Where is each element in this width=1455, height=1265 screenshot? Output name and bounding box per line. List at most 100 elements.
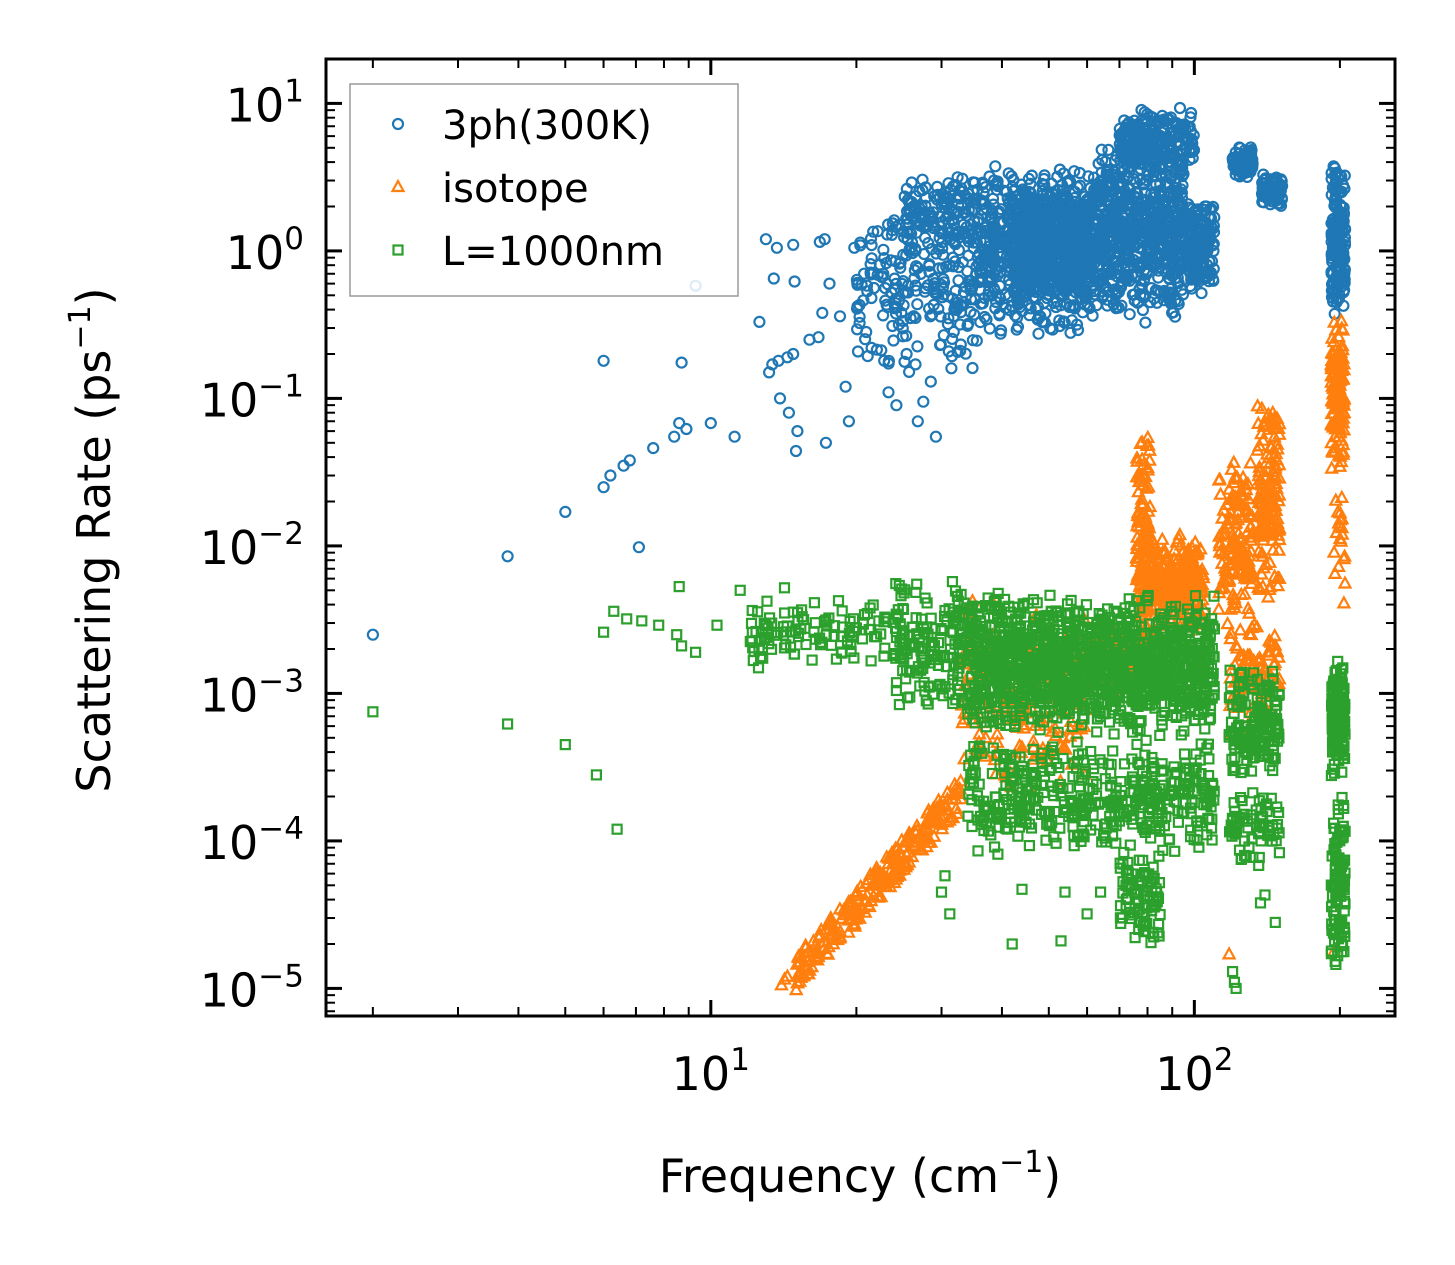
data-point <box>918 218 932 232</box>
data-point <box>597 481 610 494</box>
data-point <box>1063 300 1076 314</box>
data-point <box>851 276 864 289</box>
data-point <box>976 176 989 189</box>
data-point <box>896 330 910 343</box>
data-point <box>987 198 1000 211</box>
data-point <box>978 291 991 305</box>
data-point <box>901 286 915 299</box>
data-point <box>671 629 683 641</box>
data-point <box>927 280 941 293</box>
data-point <box>889 307 903 320</box>
data-point <box>1073 166 1086 180</box>
data-point <box>559 738 571 751</box>
data-point <box>933 231 946 245</box>
data-point <box>854 236 867 249</box>
data-point <box>766 358 779 371</box>
data-point <box>946 575 959 588</box>
data-point <box>1062 200 1075 213</box>
data-point <box>1029 285 1042 298</box>
data-point <box>921 279 935 292</box>
data-point <box>924 375 937 388</box>
data-point <box>791 425 804 438</box>
data-point <box>1094 267 1107 281</box>
data-point <box>997 298 1010 311</box>
data-point <box>989 177 1003 191</box>
data-point <box>973 272 987 285</box>
data-point <box>952 261 965 274</box>
data-point <box>1070 235 1083 248</box>
data-point <box>1002 167 1015 180</box>
data-point <box>823 277 836 290</box>
data-point <box>782 406 796 419</box>
data-point <box>1071 259 1084 272</box>
data-point <box>860 325 873 339</box>
data-point <box>1086 309 1099 322</box>
data-point <box>770 241 784 254</box>
data-point <box>909 311 922 324</box>
data-point <box>608 605 620 617</box>
data-point <box>911 340 924 353</box>
data-point <box>1226 454 1242 468</box>
data-point <box>647 442 660 455</box>
data-point <box>1008 284 1021 297</box>
data-point <box>367 706 379 718</box>
data-point <box>959 189 972 202</box>
data-point <box>728 430 741 443</box>
data-point <box>896 315 910 328</box>
data-point <box>877 267 890 280</box>
data-point <box>675 356 688 369</box>
data-point <box>611 823 623 835</box>
data-point <box>1139 316 1152 329</box>
data-point <box>1017 197 1031 210</box>
data-point <box>954 305 968 319</box>
data-point <box>653 619 665 631</box>
plot-area <box>366 101 1353 996</box>
data-point <box>871 268 884 281</box>
data-point <box>945 362 958 375</box>
data-point <box>1033 225 1046 238</box>
data-point <box>773 392 787 405</box>
data-point <box>905 241 918 254</box>
data-point <box>1102 143 1115 156</box>
data-point <box>1154 531 1170 545</box>
data-point <box>1226 965 1239 978</box>
data-point <box>1232 622 1248 636</box>
data-point <box>673 580 685 593</box>
data-point <box>865 239 878 252</box>
data-point <box>917 395 930 408</box>
data-point <box>1212 471 1228 485</box>
data-point <box>1195 287 1208 300</box>
data-point <box>1032 309 1046 323</box>
data-point <box>919 199 932 212</box>
data-point <box>1062 207 1076 220</box>
data-point <box>909 284 923 297</box>
data-point <box>914 208 927 222</box>
data-point <box>886 319 899 333</box>
data-point <box>864 232 878 245</box>
data-point <box>941 318 955 331</box>
data-point <box>1030 197 1044 210</box>
data-point <box>963 278 976 291</box>
data-point <box>1265 542 1281 556</box>
data-point <box>986 204 999 217</box>
data-point <box>1006 938 1018 950</box>
data-point <box>632 541 646 554</box>
data-point <box>1022 172 1036 185</box>
data-point <box>1021 225 1034 238</box>
data-point <box>882 386 895 399</box>
data-point <box>711 619 723 631</box>
data-point <box>1094 886 1107 898</box>
data-point <box>903 225 916 238</box>
data-point <box>590 769 603 781</box>
data-point <box>1029 280 1042 293</box>
data-point <box>984 245 997 258</box>
data-point <box>1060 224 1073 238</box>
data-point <box>867 281 881 295</box>
data-point <box>942 177 955 190</box>
data-point <box>954 338 967 351</box>
data-point <box>816 306 829 319</box>
data-point <box>898 355 911 368</box>
data-point <box>897 248 910 261</box>
data-point <box>948 236 961 249</box>
